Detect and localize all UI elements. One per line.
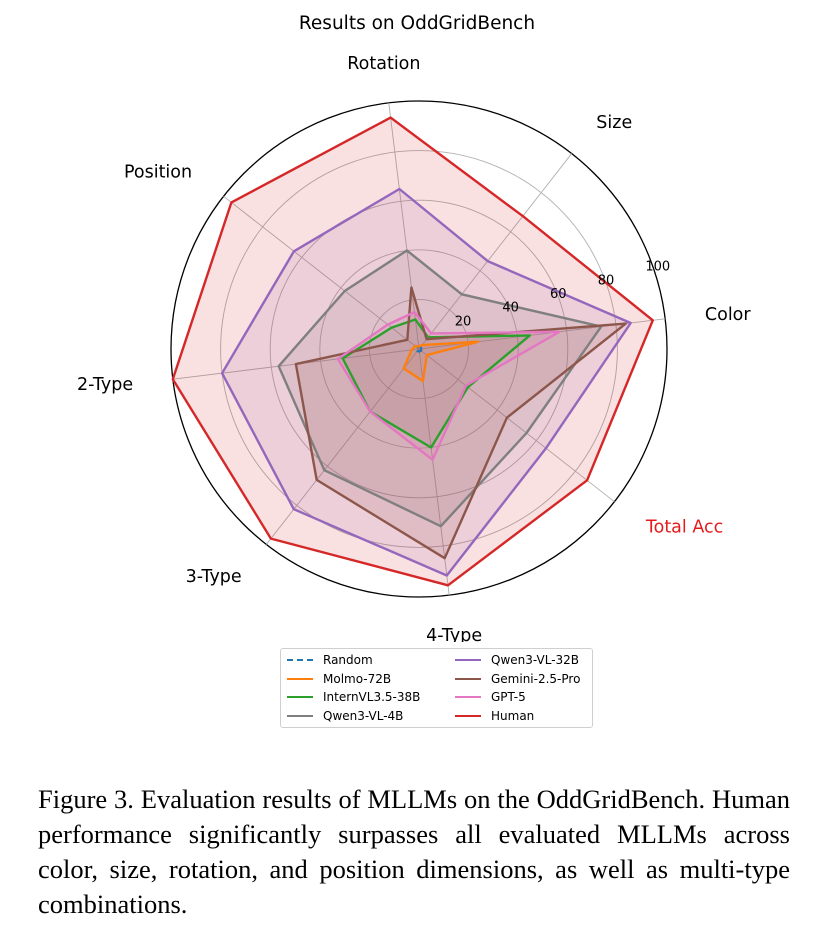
series-line-molmo-72b [402,340,480,383]
spoke-size [418,153,573,350]
spoke-3-type [265,348,420,545]
outer-ring [170,100,668,598]
spoke-rotation [388,102,420,350]
chart-legend: Random Molmo-72B InternVL3.5-38B Qwen3-VL-4… [280,648,593,728]
legend-label: Random [323,653,373,667]
legend-label: Qwen3-VL-32B [491,653,580,667]
series-line-gpt-5 [336,310,561,461]
legend-item: InternVL3.5-38B [287,689,420,705]
axis-label-size: Size [596,113,632,133]
legend-swatch [455,659,481,661]
radar-chart: Results on OddGridBench Color Size Rotatio… [77,13,751,642]
legend-swatch [455,677,481,680]
radial-tick-20: 20 [455,314,472,329]
legend-label: GPT-5 [491,690,526,704]
legend-item: GPT-5 [455,689,526,705]
legend-item: Human [455,708,534,724]
legend-label: Qwen3-VL-4B [323,708,404,723]
legend-swatch [287,677,313,680]
series-line-human [171,116,654,587]
radial-tick-100: 100 [645,260,670,275]
series-fill-gemini-2-5-pro [295,287,626,559]
series-line-qwen3-vl-4b [277,249,603,528]
axis-label-4-type: 4-Type [426,626,482,642]
series-fill-internvl3-5-38b [342,319,530,448]
series-fill-qwen3-vl-32b [222,189,631,576]
axis-label-rotation: Rotation [347,54,420,74]
axis-label-color: Color [705,305,751,325]
series-fills [172,117,653,586]
chart-title: Results on OddGridBench [299,13,535,34]
axis-label-total-acc: Total Acc [645,517,723,537]
legend-item: Molmo-72B [287,671,391,687]
legend-label: Gemini-2.5-Pro [491,671,581,686]
radial-tick-80: 80 [598,273,615,288]
legend-label: Human [491,708,535,723]
spoke-position [223,195,420,350]
legend-item: Random [287,652,373,668]
grid-ring-60 [269,199,569,499]
grid-ring-80 [220,150,618,548]
series-fill-human [172,117,653,586]
axis-labels: Color Size Rotation Position 2-Type 3-Type 4-T… [77,54,751,642]
legend-swatch [455,714,481,717]
spoke-total-acc [418,348,615,503]
legend-label: Molmo-72B [323,671,392,686]
series-fill-gpt-5 [337,312,560,460]
series-fill-qwen3-vl-4b [278,250,602,527]
series-lines [171,116,654,587]
figure-caption: Figure 3. Evaluation results of MLLMs on… [38,784,790,919]
axis-label-position: Position [124,163,192,183]
radial-tick-labels: 20 40 60 80 100 [455,260,671,330]
radial-tick-60: 60 [550,287,567,302]
legend-swatch [287,714,313,717]
legend-item: Gemini-2.5-Pro [455,671,580,687]
series-fill-molmo-72b [403,341,479,381]
legend-swatch [287,659,313,661]
axis-label-3-type: 3-Type [186,567,242,587]
spoke-4-type [418,348,450,596]
legend-item: Qwen3-VL-4B [287,708,403,724]
legend-label: InternVL3.5-38B [323,690,421,704]
legend-swatch [287,696,313,698]
radial-tick-40: 40 [502,301,519,316]
series-line-qwen3-vl-32b [220,187,632,577]
legend-swatch [455,696,481,698]
legend-item: Qwen3-VL-32B [455,652,579,668]
axis-label-2-type: 2-Type [77,375,133,395]
